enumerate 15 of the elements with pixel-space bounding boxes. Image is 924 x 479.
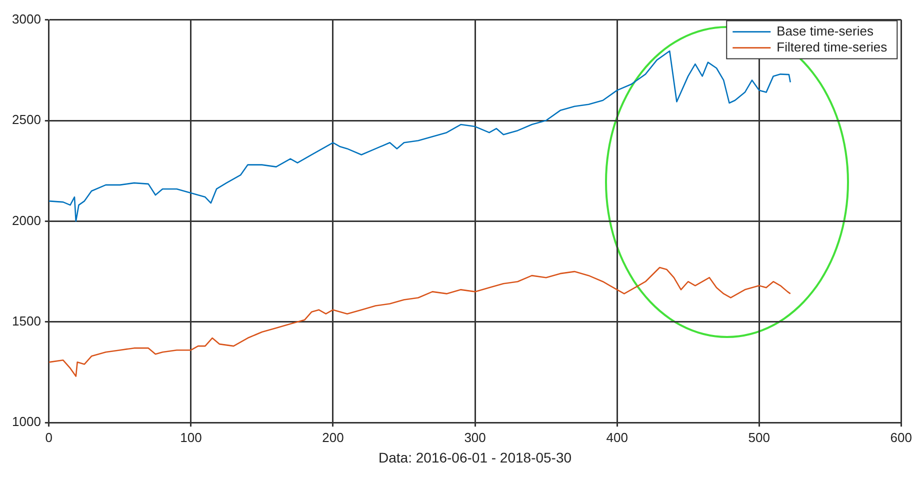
x-axis-title: Data: 2016-06-01 - 2018-05-30: [378, 449, 572, 466]
y-tick-label: 2000: [12, 212, 41, 228]
x-tick-label: 600: [890, 430, 912, 445]
x-tick-label: 300: [464, 430, 486, 445]
legend-label: Base time-series: [776, 23, 874, 38]
x-tick-label: 200: [322, 430, 344, 445]
y-tick-label: 1500: [12, 313, 41, 328]
y-tick-label: 1000: [12, 414, 41, 430]
x-tick-label: 100: [180, 430, 202, 445]
x-tick-label: 0: [45, 430, 53, 445]
legend-label: Filtered time-series: [776, 39, 888, 54]
x-tick-label: 500: [748, 430, 770, 445]
y-tick-label: 2500: [12, 112, 41, 128]
x-tick-label: 400: [606, 430, 628, 445]
y-tick-label: 3000: [12, 11, 41, 26]
